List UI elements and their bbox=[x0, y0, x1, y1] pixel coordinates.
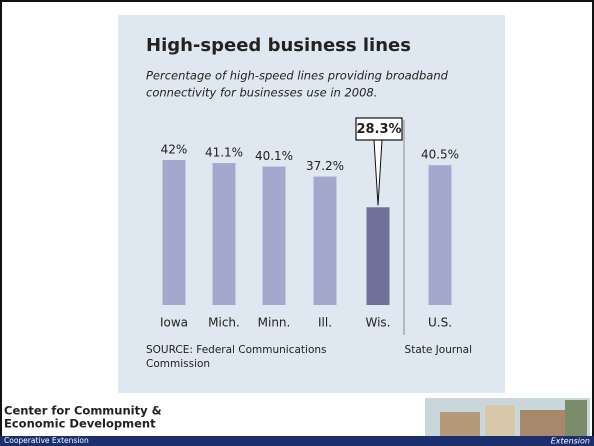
value-label: 41.1% bbox=[205, 146, 243, 160]
building bbox=[440, 412, 480, 436]
value-label: 40.5% bbox=[421, 148, 459, 162]
chart-title: High-speed business lines bbox=[146, 35, 411, 56]
photo bbox=[425, 398, 590, 436]
x-tick-label: Ill. bbox=[318, 316, 332, 330]
subtitle: connectivity for businesses use in 2008. bbox=[146, 86, 377, 100]
callout-box bbox=[355, 117, 403, 141]
value-label: 37.2% bbox=[306, 159, 344, 173]
org-name: Center for Community & bbox=[4, 404, 162, 418]
footer-bar bbox=[0, 436, 594, 446]
org-name: Economic Development bbox=[4, 417, 156, 431]
bar bbox=[313, 176, 337, 305]
building bbox=[520, 410, 565, 436]
bar bbox=[366, 207, 390, 305]
bar bbox=[162, 160, 186, 305]
x-tick-label: U.S. bbox=[428, 316, 452, 330]
x-tick-label: Wis. bbox=[365, 316, 390, 330]
bar bbox=[212, 163, 236, 305]
x-tick-label: Iowa bbox=[160, 316, 188, 330]
callout-pointer bbox=[373, 139, 383, 206]
source: Commission bbox=[146, 358, 210, 370]
value-label: 28.3% bbox=[356, 122, 401, 137]
bar bbox=[262, 166, 286, 305]
source: SOURCE: Federal Communications bbox=[146, 344, 327, 356]
footer-left: Cooperative Extension bbox=[4, 436, 89, 445]
tree bbox=[565, 400, 587, 436]
building bbox=[485, 405, 515, 436]
value-label: 42% bbox=[161, 143, 188, 157]
credit: State Journal bbox=[405, 344, 472, 356]
subtitle: Percentage of high-speed lines providing… bbox=[146, 69, 449, 83]
bar bbox=[428, 165, 452, 305]
footer-right: Extension bbox=[551, 437, 590, 446]
x-tick-label: Mich. bbox=[208, 316, 240, 330]
value-label: 40.1% bbox=[255, 149, 293, 163]
x-tick-label: Minn. bbox=[258, 316, 291, 330]
